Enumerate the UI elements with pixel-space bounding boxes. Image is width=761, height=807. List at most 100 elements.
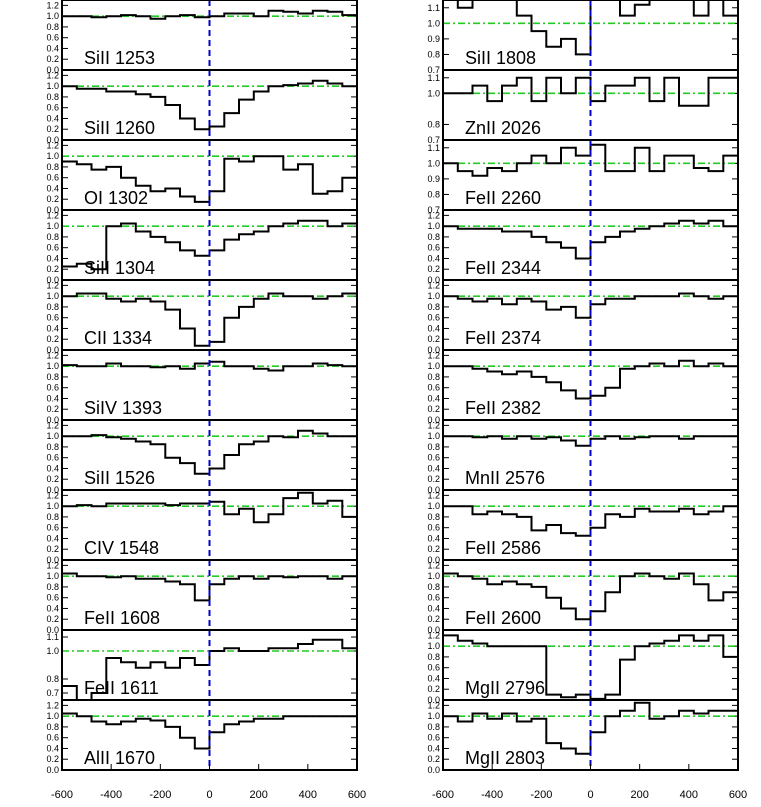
y-tick-label: 0.6 [427,663,440,673]
y-tick-label: 0.6 [46,33,59,43]
y-tick-label: 0.6 [46,243,59,253]
panel: 1.1 1.0 0.9 0.8 0.7 SiII 1808 [427,0,739,75]
y-tick-label: 0.4 [46,603,59,613]
ion-label: CII 1334 [84,328,152,348]
ion-label: SiII 1304 [84,258,155,278]
y-tick-label: 0.9 [427,174,440,184]
y-tick-label: 0.2 [427,404,440,414]
y-tick-label: 1.2 [427,490,440,500]
ion-label: FeII 1611 [84,678,159,698]
y-tick-label: 0.0 [46,135,59,145]
y-tick-label: 1.0 [427,88,440,98]
y-tick-label: 0.4 [46,323,59,333]
y-tick-label: 1.2 [427,630,440,640]
y-tick-label: 0.4 [46,463,59,473]
y-tick-label: 1.0 [427,641,440,651]
panel: 1.1 1.0 0.8 0.7 ZnII 2026 [427,69,739,145]
y-tick-label: 1.0 [46,711,59,721]
y-tick-label: 0.2 [427,264,440,274]
y-tick-label: 1.0 [46,11,59,21]
panel: 1.21.00.80.60.40.20.0 CII 1334 [46,279,358,355]
y-tick-label: 0.0 [427,345,440,355]
y-tick-label: 1.0 [427,18,440,28]
spectrum-trace [62,712,357,750]
x-tick-label: 0 [587,789,593,801]
spectrum-trace [62,572,357,602]
y-tick-label: 0.8 [427,722,440,732]
y-tick-label: 0.2 [46,124,59,134]
y-tick-label: 0.6 [46,383,59,393]
ion-label: MnII 2576 [465,468,545,488]
y-tick-label: 0.2 [427,614,440,624]
ion-label: FeII 1608 [84,608,160,628]
y-tick-label: 0.6 [46,313,59,323]
y-tick-label: 1.2 [46,210,59,220]
y-tick-label: 0.7 [427,65,440,75]
y-tick-label: 1.0 [46,151,59,161]
y-tick-label: 0.0 [427,625,440,635]
y-tick-label: 1.0 [427,711,440,721]
spectrum-trace [443,0,738,56]
y-tick-label: 0.8 [427,372,440,382]
ion-label: MgII 2796 [465,678,545,698]
y-tick-label: 1.2 [46,490,59,500]
y-tick-label: 0.8 [427,582,440,592]
ion-label: MgII 2803 [465,748,545,768]
y-tick-label: 0.4 [427,673,440,683]
ion-label: FeII 2344 [465,258,541,278]
panel: 1.21.00.80.60.40.20.0 MgII 2803 [427,699,739,775]
y-tick-label: 1.0 [427,221,440,231]
y-tick-label: 0.2 [46,544,59,554]
y-tick-label: 0.2 [46,614,59,624]
y-tick-label: 0.8 [46,232,59,242]
x-tick-label: -400 [481,789,503,801]
y-tick-label: 0.4 [46,113,59,123]
y-tick-label: 0.9 [427,34,440,44]
y-tick-label: 0.0 [46,765,59,775]
y-tick-label: 1.0 [46,646,59,656]
y-tick-label: 0.6 [46,103,59,113]
y-tick-label: 0.4 [427,463,440,473]
y-tick-label: 0.8 [427,232,440,242]
y-tick-label: 0.8 [427,189,440,199]
y-tick-label: 0.0 [46,415,59,425]
y-tick-label: 1.0 [427,431,440,441]
y-tick-label: 0.2 [427,544,440,554]
y-tick-label: 1.1 [427,143,440,153]
y-tick-label: 0.4 [46,533,59,543]
y-tick-label: 0.0 [427,695,440,705]
y-tick-label: 1.2 [427,560,440,570]
x-tick-label: 0 [206,789,212,801]
y-tick-label: 0.6 [46,593,59,603]
y-tick-label: 0.6 [427,243,440,253]
ion-label: SiII 1260 [84,118,155,138]
ion-label: ZnII 2026 [465,118,541,138]
y-tick-label: 0.2 [46,474,59,484]
y-tick-label: 0.8 [46,582,59,592]
y-tick-label: 0.0 [46,555,59,565]
x-tick-label: 400 [680,789,698,801]
y-tick-label: 1.2 [427,210,440,220]
y-tick-label: 0.4 [46,393,59,403]
panel: 1.21.00.80.60.40.20.0 FeII 2600 [427,559,739,635]
y-tick-label: 0.0 [46,485,59,495]
y-tick-label: 1.2 [46,350,59,360]
ion-label: OI 1302 [84,188,148,208]
y-tick-label: 1.0 [46,221,59,231]
y-tick-label: 0.2 [46,334,59,344]
y-tick-label: 1.0 [427,291,440,301]
y-tick-label: 1.2 [427,350,440,360]
y-tick-label: 0.2 [46,404,59,414]
y-tick-label: 0.4 [46,743,59,753]
y-tick-label: 0.4 [46,253,59,263]
spectrum-trace [443,76,738,107]
y-tick-label: 0.6 [46,453,59,463]
panel: 1.1 1.0 0.9 0.8 0.7 FeII 2260 [427,139,739,215]
x-tick-label: -600 [51,789,73,801]
ion-label: SiII 1253 [84,48,155,68]
y-tick-label: 0.8 [46,722,59,732]
ion-label: FeII 2586 [465,538,541,558]
y-tick-label: 1.0 [427,501,440,511]
y-tick-label: 1.2 [46,70,59,80]
